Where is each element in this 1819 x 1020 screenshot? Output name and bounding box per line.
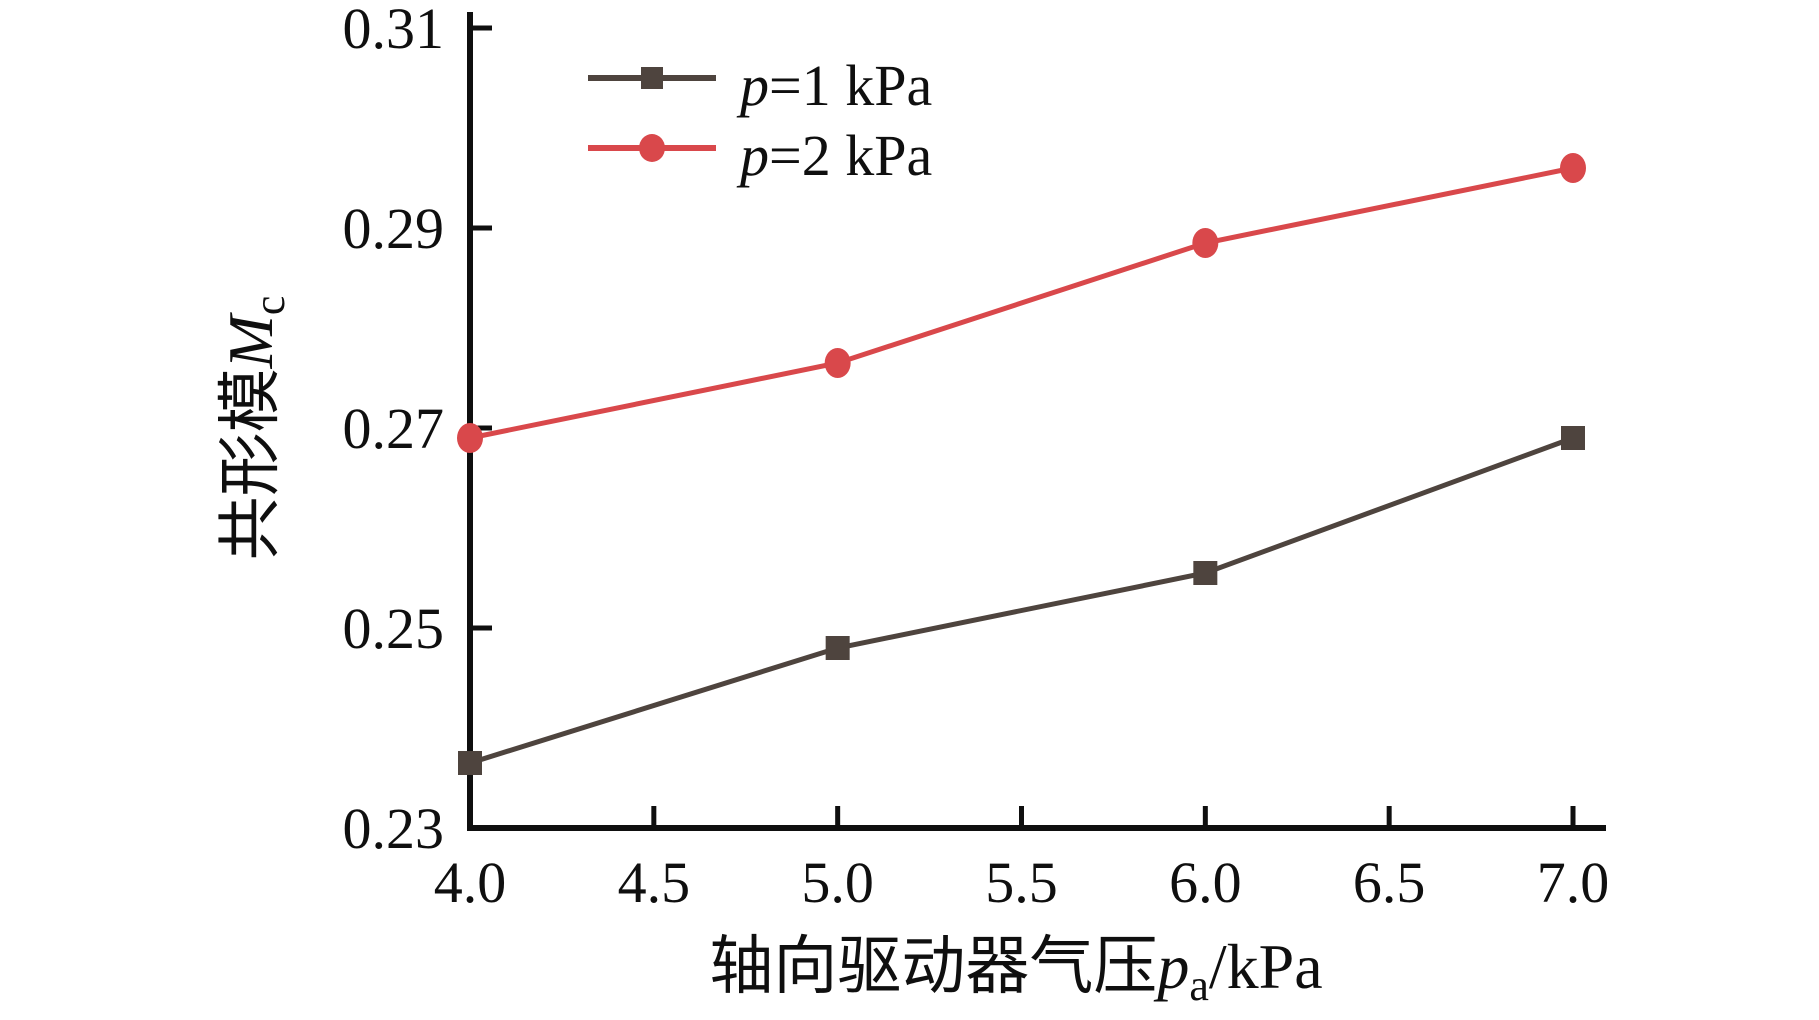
legend-label: p=1 kPa bbox=[736, 53, 932, 118]
series-line-2 bbox=[469, 165, 1574, 441]
x-tick-label: 5.0 bbox=[801, 850, 874, 915]
x-tick-label: 4.5 bbox=[618, 850, 691, 915]
data-point-circle bbox=[824, 348, 851, 378]
x-tick-label: 4.0 bbox=[434, 850, 507, 915]
data-point-circle bbox=[457, 423, 483, 453]
y-tick-label: 0.27 bbox=[343, 396, 445, 461]
legend-marker-circle bbox=[639, 134, 665, 162]
data-point-circle bbox=[1560, 153, 1586, 183]
y-tick-label: 0.23 bbox=[343, 796, 445, 861]
data-point-square bbox=[458, 751, 482, 775]
x-tick-label: 7.0 bbox=[1537, 850, 1610, 915]
legend-item: p=2 kPa bbox=[588, 123, 932, 188]
y-axis-title: 共形模Mc bbox=[215, 296, 294, 561]
y-tick-label: 0.29 bbox=[343, 196, 445, 261]
y-tick-label: 0.25 bbox=[343, 596, 445, 661]
x-tick-label: 5.5 bbox=[985, 850, 1058, 915]
data-point-square bbox=[1193, 561, 1218, 585]
x-tick-label: 6.5 bbox=[1353, 850, 1426, 915]
y-tick-label: 0.31 bbox=[343, 0, 445, 61]
legend-label: p=2 kPa bbox=[736, 123, 932, 188]
x-tick-label: 6.0 bbox=[1169, 850, 1242, 915]
x-axis-title: 轴向驱动器气压pa/kPa bbox=[709, 931, 1322, 1010]
legend-marker-square bbox=[641, 67, 663, 89]
data-point-square bbox=[825, 636, 850, 660]
data-point-circle bbox=[1192, 228, 1219, 258]
series-line-1 bbox=[469, 435, 1574, 766]
data-point-square bbox=[1561, 426, 1585, 450]
legend-item: p=1 kPa bbox=[588, 53, 932, 118]
